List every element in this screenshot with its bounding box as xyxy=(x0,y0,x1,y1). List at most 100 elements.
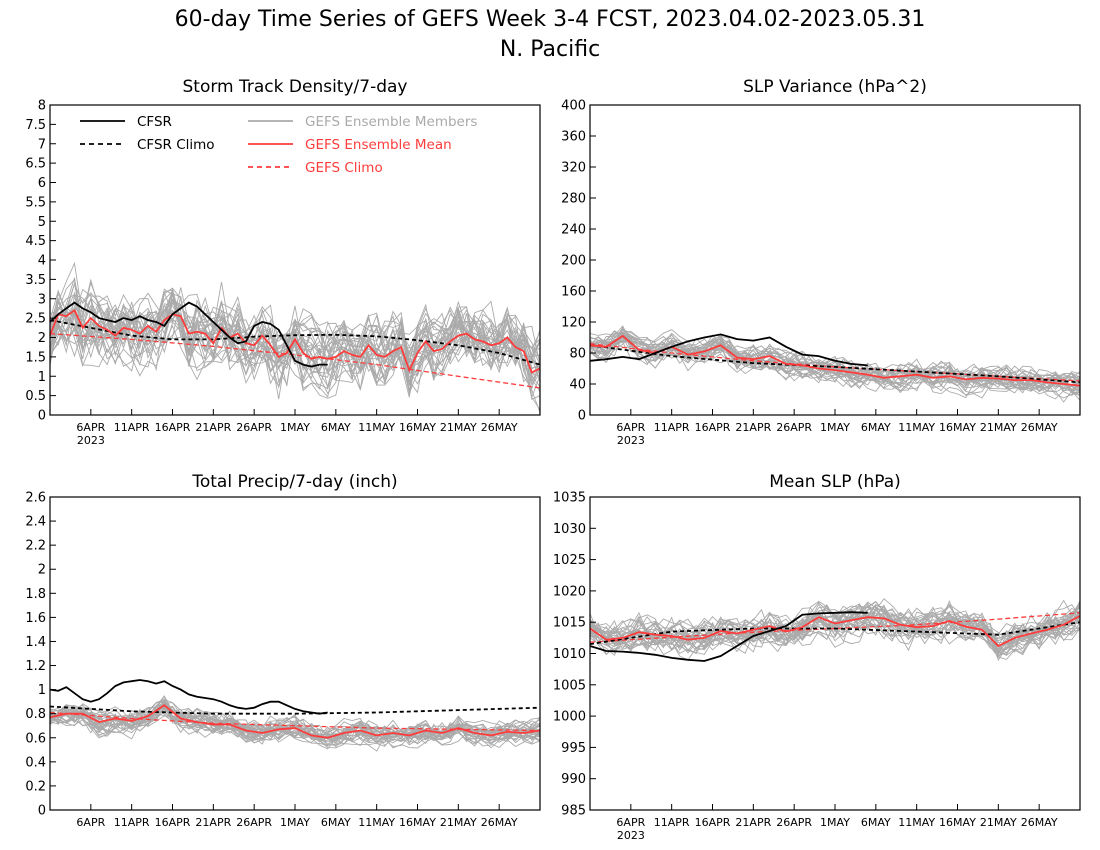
y-tick-label: 985 xyxy=(561,804,586,819)
ensemble-member-line xyxy=(589,599,1081,656)
x-tick-label: 11APR xyxy=(114,816,150,829)
y-tick-label: 8 xyxy=(38,99,46,114)
x-tick-label: 26APR xyxy=(236,816,272,829)
legend-label-cfsr: CFSR xyxy=(137,114,172,130)
ensemble-member-line xyxy=(49,711,541,743)
x-tick-label: 16APR xyxy=(155,816,191,829)
panel-title: Storm Track Density/7-day xyxy=(183,77,408,97)
y-tick-label: 6 xyxy=(38,176,46,191)
x-tick-label: 26MAY xyxy=(481,816,518,829)
y-tick-label: 3 xyxy=(38,292,46,307)
figure-title: 60-day Time Series of GEFS Week 3-4 FCST… xyxy=(175,7,926,32)
y-tick-label: 1.2 xyxy=(25,659,46,674)
y-tick-label: 0.8 xyxy=(25,707,46,722)
cfsr-line xyxy=(589,611,868,662)
x-tick-label: 26APR xyxy=(776,816,812,829)
y-tick-label: 995 xyxy=(561,741,586,756)
y-tick-label: 120 xyxy=(561,316,586,331)
y-tick-label: 1.4 xyxy=(25,635,46,650)
cfsr-climo-line xyxy=(49,319,541,366)
y-tick-label: 200 xyxy=(561,254,586,269)
legend: CFSR CFSR Climo GEFS Ensemble Members GEFS … xyxy=(80,114,477,176)
y-tick-label: 1020 xyxy=(553,584,586,599)
x-tick-label: 16MAY xyxy=(399,421,436,434)
x-tick-label: 16MAY xyxy=(399,816,436,829)
y-tick-label: 6.5 xyxy=(25,157,46,172)
y-tick-label: 0 xyxy=(578,409,586,424)
x-tick-label: 21APR xyxy=(195,816,231,829)
ensemble-member-line xyxy=(589,326,1081,392)
y-tick-label: 0.5 xyxy=(25,389,46,404)
x-tick-label: 11APR xyxy=(654,421,690,434)
y-tick-label: 5.5 xyxy=(25,195,46,210)
ensemble-member-line xyxy=(49,699,541,744)
x-tick-label: 6MAY xyxy=(321,421,351,434)
cfsr-line xyxy=(49,301,328,368)
ensemble-member-line xyxy=(589,606,1081,653)
ensemble-member-line xyxy=(589,605,1081,660)
y-tick-label: 2.6 xyxy=(25,491,46,506)
panel-title: SLP Variance (hPa^2) xyxy=(743,77,927,97)
y-tick-label: 0.2 xyxy=(25,779,46,794)
gefs-climo-line xyxy=(49,711,541,732)
y-tick-label: 360 xyxy=(561,130,586,145)
x-tick-label: 11MAY xyxy=(358,421,395,434)
x-tick-label: 26MAY xyxy=(1021,421,1058,434)
ensemble-members xyxy=(589,325,1081,403)
x-tick-label: 16APR xyxy=(155,421,191,434)
y-tick-label: 1.5 xyxy=(25,350,46,365)
ensemble-member-line xyxy=(589,602,1081,652)
gefs-climo-line xyxy=(589,612,1081,643)
y-tick-label: 320 xyxy=(561,161,586,176)
x-tick-label: 26MAY xyxy=(1021,816,1058,829)
x-tick-label: 26APR xyxy=(236,421,272,434)
x-tick-label: 26APR xyxy=(776,421,812,434)
y-tick-label: 1010 xyxy=(553,647,586,662)
legend-label-cfsr-climo: CFSR Climo xyxy=(137,137,215,153)
y-tick-label: 0 xyxy=(38,804,46,819)
y-tick-label: 7 xyxy=(38,137,46,152)
panel-mean-slp: Mean SLP (hPa) 985 990 995 1000 1005 1010 1015 1… xyxy=(553,472,1081,842)
panel-title: Total Precip/7-day (inch) xyxy=(191,472,397,492)
x-tick-label: 6APR xyxy=(616,816,645,829)
x-year-label: 2023 xyxy=(617,829,645,842)
y-tick-label: 1025 xyxy=(553,553,586,568)
x-tick-label: 21APR xyxy=(195,421,231,434)
x-tick-label: 26MAY xyxy=(481,421,518,434)
ensemble-member-line xyxy=(49,306,541,386)
x-tick-label: 1MAY xyxy=(820,816,850,829)
x-tick-label: 16APR xyxy=(695,816,731,829)
y-tick-label: 1 xyxy=(38,370,46,385)
x-tick-label: 16APR xyxy=(695,421,731,434)
x-tick-label: 6MAY xyxy=(321,816,351,829)
y-tick-label: 2.5 xyxy=(25,312,46,327)
cfsr-climo-line xyxy=(589,621,1081,645)
gefs-climo-line xyxy=(49,332,541,389)
y-tick-label: 4 xyxy=(38,254,46,269)
y-tick-label: 40 xyxy=(569,378,586,393)
x-tick-label: 16MAY xyxy=(939,816,976,829)
x-tick-label: 21MAY xyxy=(980,421,1017,434)
ensemble-member-line xyxy=(49,290,541,395)
x-tick-label: 21MAY xyxy=(440,421,477,434)
x-tick-label: 1MAY xyxy=(280,421,310,434)
panel-storm-track-density: Storm Track Density/7-day 0 0.5 1 1.5 2 2.5 3 3.… xyxy=(25,77,541,447)
y-tick-label: 0 xyxy=(38,409,46,424)
x-tick-label: 6APR xyxy=(76,421,105,434)
ensemble-member-line xyxy=(590,605,1081,646)
x-tick-label: 1MAY xyxy=(280,816,310,829)
cfsr-line xyxy=(589,333,868,367)
y-tick-label: 400 xyxy=(561,99,586,114)
y-tick-label: 5 xyxy=(38,215,46,230)
y-tick-label: 240 xyxy=(561,223,586,238)
x-tick-label: 21MAY xyxy=(980,816,1017,829)
gefs-ensemble-mean-line xyxy=(589,615,1081,648)
x-tick-label: 6MAY xyxy=(861,421,891,434)
ensemble-member-line xyxy=(589,600,1081,662)
x-tick-label: 6APR xyxy=(76,816,105,829)
legend-label-mean: GEFS Ensemble Mean xyxy=(305,137,452,153)
ensemble-member-line xyxy=(49,704,541,747)
gefs-ensemble-mean-line xyxy=(49,704,541,739)
x-tick-label: 6APR xyxy=(616,421,645,434)
